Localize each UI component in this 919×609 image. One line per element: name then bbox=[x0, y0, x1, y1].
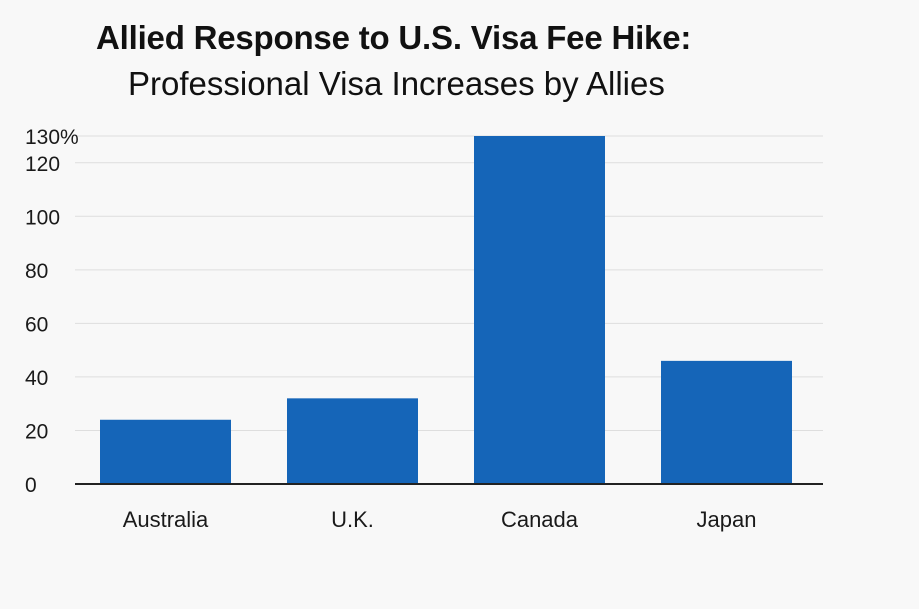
y-tick-label: 60 bbox=[25, 313, 48, 336]
y-tick-label: 120 bbox=[25, 153, 60, 176]
y-tick-label: 0 bbox=[25, 474, 37, 497]
bar-canada bbox=[474, 136, 605, 484]
bar-japan bbox=[661, 360, 792, 484]
y-tick-label: 100 bbox=[25, 206, 60, 229]
x-tick-label: U.K. bbox=[331, 507, 374, 532]
bars bbox=[100, 136, 792, 484]
chart-subtitle: Professional Visa Increases by Allies bbox=[128, 65, 665, 102]
x-axis-labels: Australia U.K. Canada Japan bbox=[123, 507, 757, 532]
y-tick-label: 20 bbox=[25, 420, 48, 443]
y-tick-label: 80 bbox=[25, 260, 48, 283]
y-tick-label: 40 bbox=[25, 367, 48, 390]
y-tick-label: 130% bbox=[25, 126, 79, 149]
x-tick-label: Australia bbox=[123, 507, 209, 532]
x-tick-label: Japan bbox=[697, 507, 757, 532]
chart-title: Allied Response to U.S. Visa Fee Hike: bbox=[96, 19, 692, 56]
bar-u-k bbox=[287, 398, 418, 484]
bar-australia bbox=[100, 419, 231, 484]
y-axis-ticks: 0 20 40 60 80 100 120 130% bbox=[25, 126, 79, 497]
x-tick-label: Canada bbox=[501, 507, 579, 532]
